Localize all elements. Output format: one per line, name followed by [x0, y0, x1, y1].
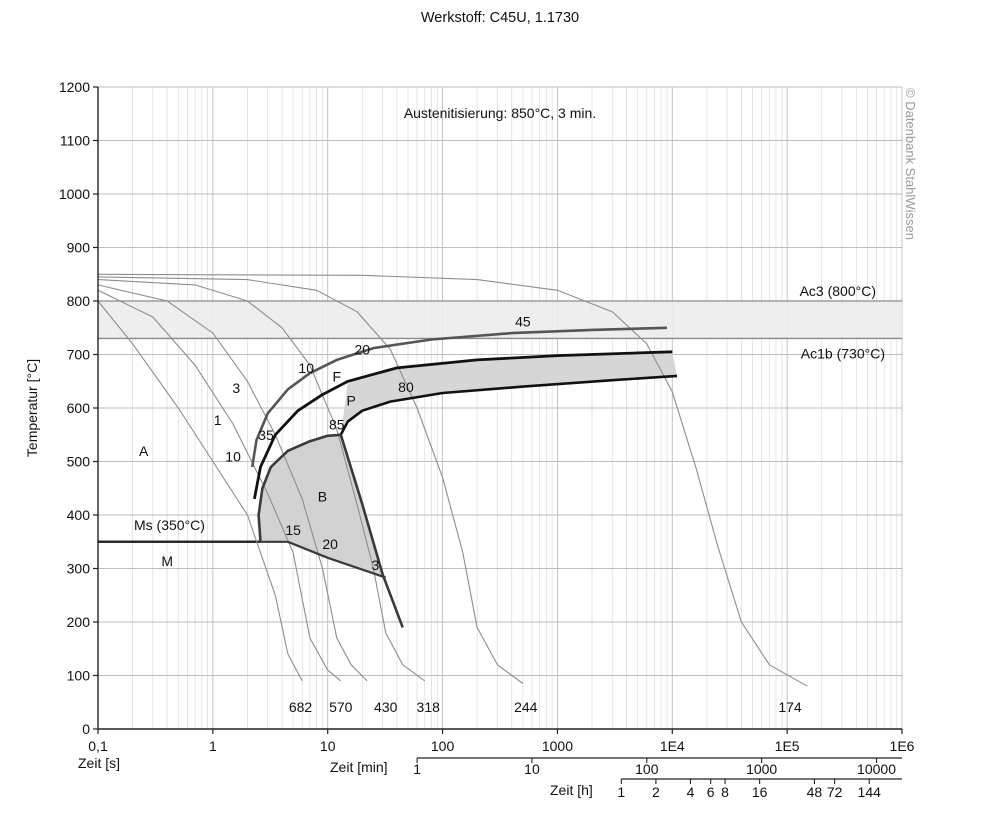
y-tick-label: 800 — [67, 293, 91, 309]
ac3-label: Ac3 (800°C) — [800, 283, 876, 299]
cooling-curve-570 — [97, 289, 342, 682]
region-label-F: F — [333, 368, 342, 384]
percent-label: 80 — [398, 379, 414, 395]
y-tick-label: 300 — [67, 561, 91, 577]
ac-band — [98, 301, 902, 339]
x-tick-label: 10 — [320, 738, 336, 754]
region-label-P: P — [346, 392, 355, 408]
pearlite-start-line — [253, 350, 673, 500]
bainite-start-line — [257, 433, 341, 542]
region-label-B: B — [318, 489, 327, 505]
x-tick-label: 1E6 — [890, 738, 915, 754]
x-tick-label: 0,1 — [88, 738, 108, 754]
hour-tick-label: 4 — [687, 784, 695, 800]
hour-tick-label: 16 — [752, 784, 768, 800]
x-tick-label: 1 — [209, 738, 217, 754]
x-axis-label-seconds: Zeit [s] — [78, 755, 120, 771]
hour-tick-label: 8 — [721, 784, 729, 800]
percent-label: 45 — [515, 314, 531, 330]
y-tick-label: 0 — [82, 721, 90, 737]
reference-lines: Ac3 (800°C) Ac1b (730°C) Ms (350°C) — [98, 283, 902, 543]
x-tick-label: 1000 — [542, 738, 573, 754]
y-tick-label: 1200 — [59, 79, 90, 95]
pearlite-region-shading — [340, 351, 677, 435]
hour-tick-label: 144 — [858, 784, 882, 800]
hardness-label-244: 244 — [514, 699, 538, 715]
hour-tick-label: 1 — [617, 784, 625, 800]
chart-title: Werkstoff: C45U, 1.1730 — [421, 10, 579, 26]
percent-label: 10 — [225, 449, 241, 465]
hardness-label-682: 682 — [289, 699, 313, 715]
cooling-curves — [97, 273, 808, 687]
percent-label: 85 — [329, 416, 345, 432]
minute-tick-label: 1 — [413, 761, 421, 777]
percent-label: 15 — [285, 522, 301, 538]
hour-tick-label: 72 — [827, 784, 843, 800]
hour-tick-label: 48 — [807, 784, 823, 800]
y-tick-label: 700 — [67, 347, 91, 363]
hardness-label-174: 174 — [778, 699, 802, 715]
percent-label: 20 — [355, 342, 371, 358]
region-label-M: M — [161, 553, 173, 569]
y-tick-label: 900 — [67, 240, 91, 256]
percent-label: 10 — [298, 360, 314, 376]
watermark: © Datenbank StahlWissen — [903, 88, 918, 240]
ac1b-label: Ac1b (730°C) — [801, 345, 885, 361]
ferrite-start-line — [250, 326, 668, 468]
minute-axis-label: Zeit [min] — [330, 759, 388, 775]
y-tick-label: 1000 — [59, 186, 90, 202]
grid — [97, 86, 903, 729]
hardness-label-318: 318 — [417, 699, 441, 715]
cooling-curve-682 — [97, 300, 303, 682]
x-tick-label: 1E5 — [775, 738, 800, 754]
hardness-label-570: 570 — [329, 699, 353, 715]
x-tick-label: 100 — [431, 738, 455, 754]
y-tick-label: 600 — [67, 400, 91, 416]
region-label-A: A — [139, 443, 149, 459]
percent-label: 3 — [371, 557, 379, 573]
hour-tick-label: 2 — [652, 784, 660, 800]
minute-tick-label: 100 — [635, 761, 659, 777]
x-tick-label: 1E4 — [660, 738, 685, 754]
hardness-label-430: 430 — [374, 699, 398, 715]
martensite-transformation-line — [260, 540, 387, 579]
axes: 0100200300400500600700800900100011001200… — [24, 79, 915, 800]
ms-label: Ms (350°C) — [134, 517, 205, 533]
bainite-end-line — [339, 434, 404, 628]
percent-label: 3 — [232, 380, 240, 396]
cooling-curve-430 — [97, 284, 368, 682]
transformation-lines — [250, 326, 678, 628]
cooling-curve-318 — [97, 279, 426, 682]
minute-tick-label: 10 — [524, 761, 540, 777]
y-tick-label: 200 — [67, 614, 91, 630]
austenitizing-note: Austenitisierung: 850°C, 3 min. — [404, 105, 596, 121]
cooling-curve-174 — [97, 273, 808, 687]
percent-label: 35 — [258, 427, 274, 443]
y-tick-label: 100 — [67, 668, 91, 684]
percent-label: 1 — [214, 412, 222, 428]
hour-axis-label: Zeit [h] — [550, 782, 593, 798]
cooling-curve-244 — [97, 276, 524, 684]
pearlite-end-line — [339, 374, 678, 436]
percent-label: 20 — [322, 536, 338, 552]
minute-tick-label: 1000 — [746, 761, 777, 777]
y-tick-label: 1100 — [60, 133, 90, 149]
y-tick-label: 500 — [67, 454, 91, 470]
y-axis-label: Temperatur [°C] — [24, 359, 40, 457]
y-tick-label: 400 — [67, 507, 91, 523]
hour-tick-label: 6 — [707, 784, 715, 800]
minute-tick-label: 10000 — [857, 761, 896, 777]
